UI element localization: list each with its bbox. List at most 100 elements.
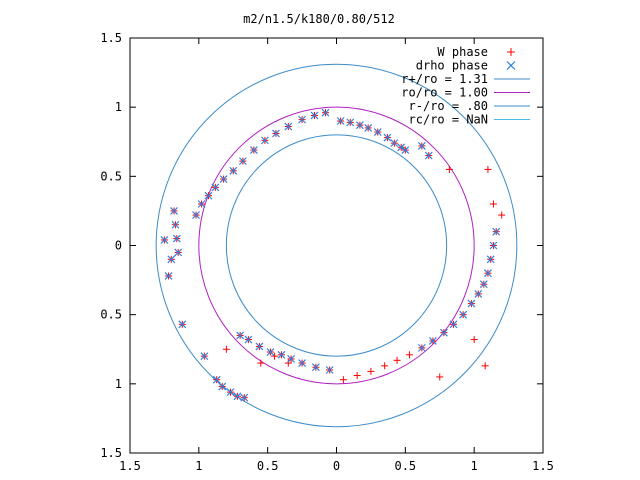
drho-phase-point bbox=[449, 320, 458, 329]
drho-phase-point bbox=[298, 359, 307, 368]
drho-phase-point bbox=[255, 342, 264, 351]
drho-phase-point bbox=[474, 289, 483, 298]
drho-phase-point bbox=[192, 211, 201, 219]
drho-phase-point bbox=[346, 118, 355, 127]
drho-phase-point bbox=[160, 236, 169, 244]
legend-cross-marker bbox=[506, 61, 516, 70]
drho-phase-point bbox=[172, 234, 181, 243]
drho-phase-point bbox=[284, 122, 293, 131]
w-phase-point bbox=[284, 359, 292, 367]
drho-phase-point bbox=[390, 139, 399, 148]
drho-phase-point bbox=[336, 117, 345, 125]
drho-phase-point bbox=[484, 269, 492, 278]
drho-phase-point bbox=[226, 388, 235, 397]
reference-circles bbox=[155, 63, 518, 428]
y-tick-label: 0 bbox=[115, 239, 122, 253]
drho-phase-point bbox=[238, 157, 247, 166]
drho-phase-point bbox=[244, 335, 253, 344]
drho-phase-point bbox=[486, 255, 495, 264]
legend-label: ro/ro = 1.00 bbox=[401, 86, 488, 100]
drho-phase-point bbox=[212, 375, 221, 384]
w-phase-point bbox=[436, 373, 444, 381]
w-phase-point bbox=[222, 345, 230, 353]
w-phase-point bbox=[484, 165, 492, 173]
legend-label: drho phase bbox=[416, 59, 488, 73]
w-phase-point bbox=[445, 165, 453, 173]
drho-phase-point bbox=[174, 248, 183, 257]
drho-phase-point bbox=[218, 382, 227, 391]
drho-phase-point bbox=[479, 280, 488, 289]
drho-phase-point bbox=[233, 392, 242, 401]
drho-phase-point bbox=[298, 115, 307, 124]
y-tick-label: 1.5 bbox=[100, 446, 122, 460]
w-phase-point bbox=[353, 372, 361, 380]
drho-phase-point bbox=[249, 146, 258, 154]
drho-phase-point bbox=[200, 352, 209, 361]
drho-phase-point bbox=[459, 310, 468, 319]
x-tick-label: 1.5 bbox=[119, 459, 141, 473]
drho-phase-point bbox=[467, 299, 476, 308]
y-tick-label: 1 bbox=[115, 100, 122, 114]
drho-phase-point bbox=[325, 366, 334, 374]
w-phase-point bbox=[271, 352, 279, 360]
drho-phase-point bbox=[287, 355, 295, 363]
legend-label: W phase bbox=[437, 45, 488, 59]
x-tick-label: 1 bbox=[471, 459, 478, 473]
x-tick-label: 1.5 bbox=[532, 459, 554, 473]
y-tick-label: 1.5 bbox=[100, 31, 122, 45]
y-tick-label: 0.5 bbox=[100, 169, 122, 183]
w-phase-point bbox=[367, 367, 375, 375]
data-points bbox=[160, 108, 506, 402]
legend-label: r-/ro = .80 bbox=[409, 99, 488, 113]
drho-phase-point bbox=[197, 200, 206, 208]
w-phase-point bbox=[257, 359, 265, 367]
drho-phase-point bbox=[240, 393, 249, 402]
w-phase-point bbox=[470, 336, 478, 344]
drho-phase-point bbox=[211, 183, 220, 192]
drho-phase-point bbox=[277, 350, 286, 359]
drho-phase-point bbox=[424, 151, 433, 160]
w-phase-point bbox=[339, 376, 347, 384]
drho-phase-point bbox=[167, 255, 176, 264]
w-phase-point bbox=[393, 356, 401, 364]
w-phase-point bbox=[481, 362, 489, 370]
drho-phase-point bbox=[164, 272, 173, 280]
drho-phase-point bbox=[489, 241, 498, 250]
legend-label: r+/ro = 1.31 bbox=[401, 72, 488, 86]
x-tick-label: 1 bbox=[195, 459, 202, 473]
drho-phase-point bbox=[401, 146, 410, 154]
drho-phase-point bbox=[204, 191, 213, 200]
drho-phase-point bbox=[428, 337, 437, 345]
drho-phase-point bbox=[355, 121, 364, 130]
reference-circle bbox=[225, 134, 448, 357]
w-phase-point bbox=[498, 211, 506, 219]
axis-ticks: 1.5 1 0.5 0 0.5 1 1.51.510.500.511.5 bbox=[100, 31, 554, 473]
drho-phase-point bbox=[364, 123, 373, 132]
drho-phase-point bbox=[417, 141, 426, 150]
reference-circle bbox=[155, 63, 518, 428]
drho-phase-point bbox=[492, 227, 501, 236]
drho-phase-point bbox=[310, 111, 319, 120]
x-tick-label: 0.5 bbox=[257, 459, 279, 473]
drho-phase-point bbox=[236, 331, 245, 340]
drho-phase-point bbox=[311, 363, 320, 372]
w-phase-point bbox=[381, 362, 389, 370]
drho-phase-point bbox=[171, 220, 180, 229]
legend-plus-marker bbox=[507, 48, 515, 56]
drho-phase-point bbox=[260, 136, 269, 145]
reference-circle bbox=[198, 106, 475, 385]
y-tick-label: 0.5 bbox=[100, 308, 122, 322]
x-tick-label: 0.5 bbox=[394, 459, 416, 473]
x-tick-label: 0 bbox=[333, 459, 340, 473]
drho-phase-point bbox=[266, 348, 275, 356]
chart-title: m2/n1.5/k180/0.80/512 bbox=[243, 12, 395, 26]
drho-phase-point bbox=[178, 320, 187, 329]
drho-phase-point bbox=[272, 129, 280, 138]
y-tick-label: 1 bbox=[115, 377, 122, 391]
w-phase-point bbox=[405, 351, 413, 359]
w-phase-point bbox=[489, 200, 497, 208]
drho-phase-point bbox=[373, 128, 382, 136]
drho-phase-point bbox=[219, 175, 228, 184]
drho-phase-point bbox=[383, 133, 392, 142]
